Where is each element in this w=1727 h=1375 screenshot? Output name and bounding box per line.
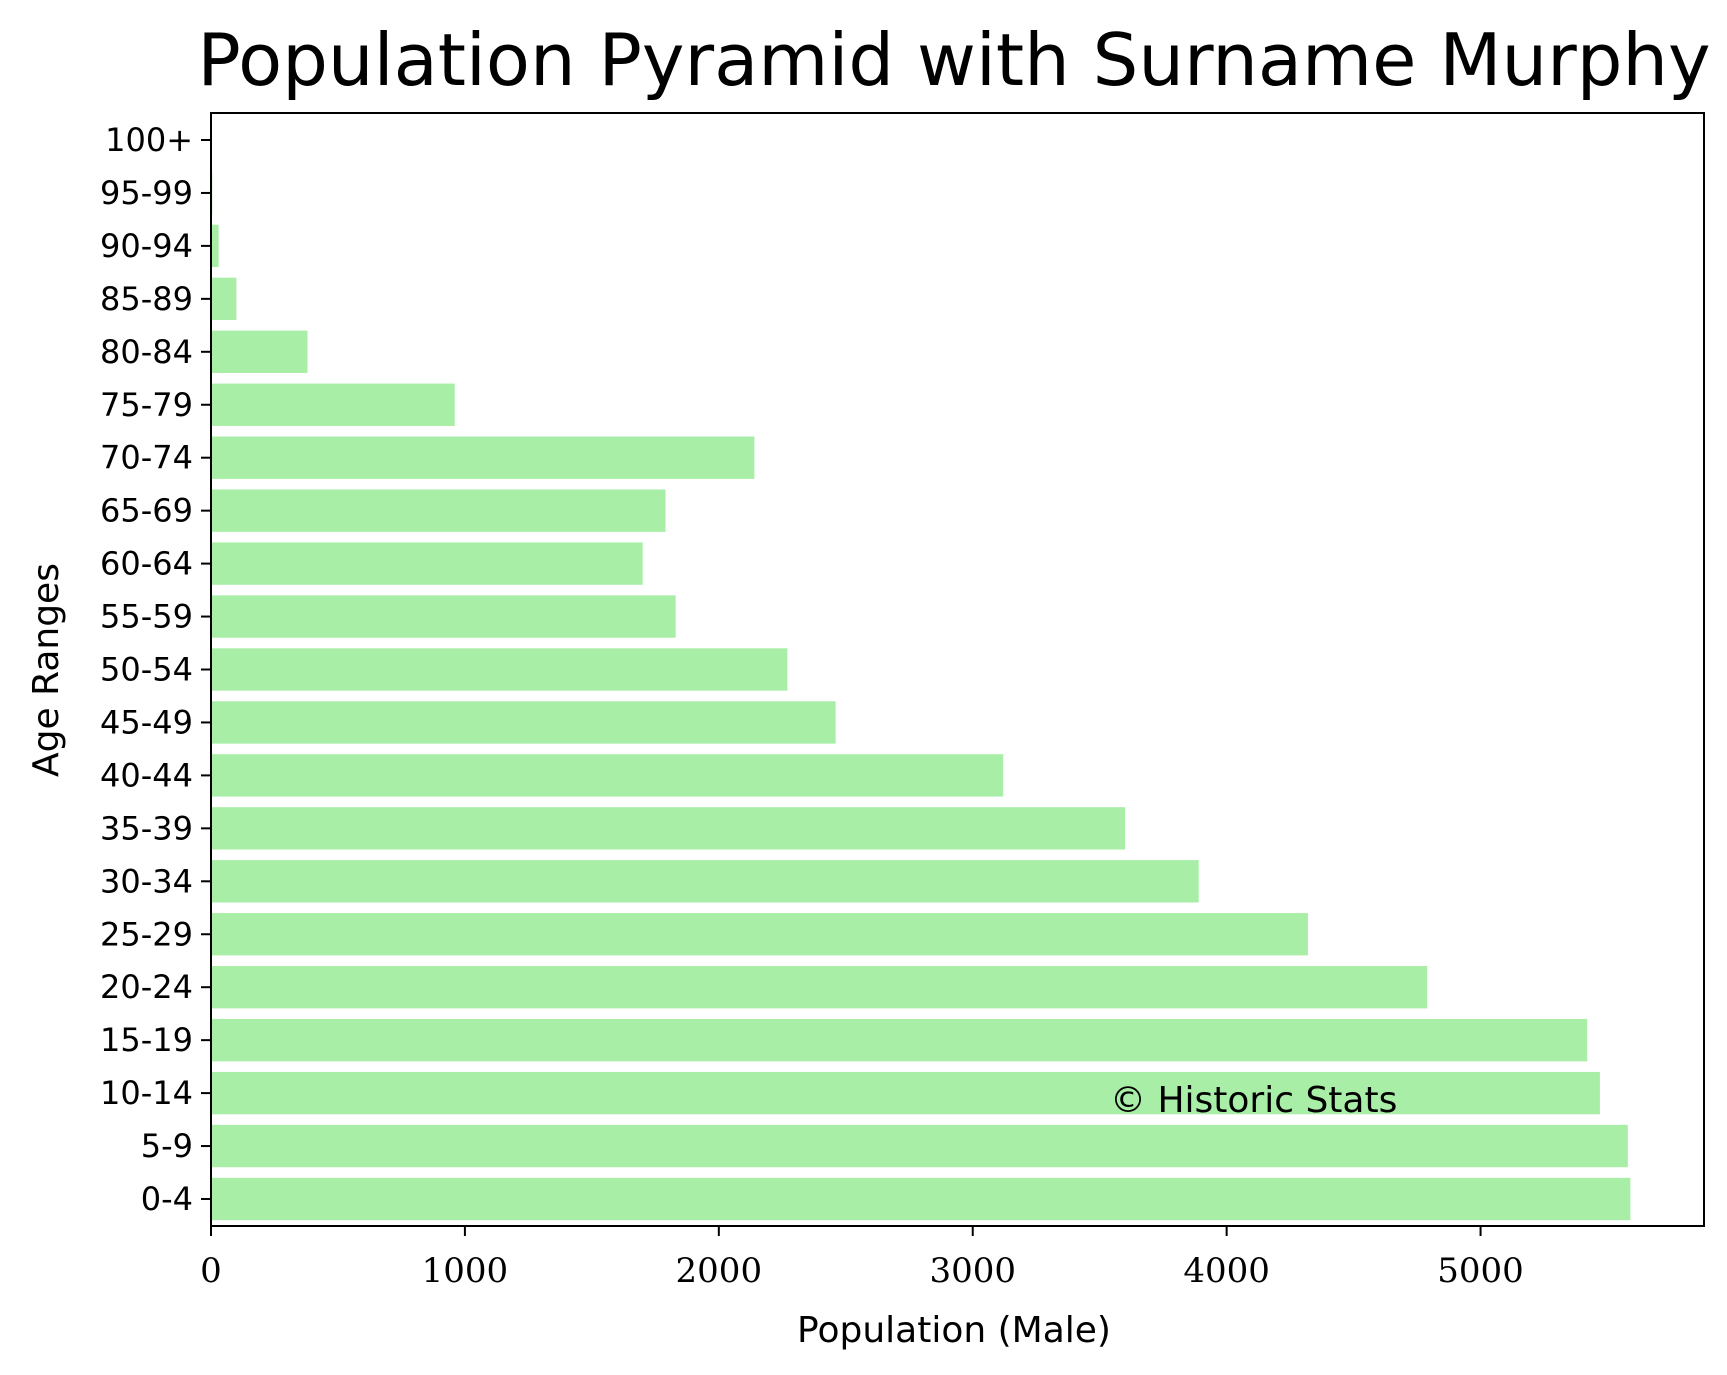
x-tick-label: 0 — [200, 1251, 222, 1291]
bar-80-84 — [211, 330, 308, 373]
x-tick-label: 4000 — [1183, 1251, 1270, 1291]
bar-5-9 — [211, 1124, 1628, 1168]
bar-40-44 — [211, 754, 1004, 797]
y-tick-label: 35-39 — [100, 809, 193, 847]
y-tick-label: 95-99 — [100, 174, 193, 212]
x-tick-label: 2000 — [676, 1251, 763, 1291]
bar-45-49 — [211, 701, 836, 744]
y-tick-label: 10-14 — [100, 1074, 193, 1112]
y-tick-label: 45-49 — [100, 703, 193, 741]
y-tick-label: 30-34 — [100, 862, 193, 900]
y-axis-ticks: 0-4 5-9 10-14 15-19 20-24 25-29 30-34 35-39 40-4… — [100, 121, 211, 1218]
x-axis-label: Population (Male) — [797, 1310, 1111, 1351]
y-tick-label: 60-64 — [100, 545, 193, 583]
x-tick-label: 5000 — [1437, 1251, 1524, 1291]
plot-frame — [210, 112, 1705, 1227]
y-tick-label: 25-29 — [100, 915, 193, 953]
bars-group — [211, 171, 1631, 1221]
bar-90-94 — [211, 224, 219, 268]
y-tick-label: 90-94 — [100, 227, 193, 265]
y-tick-label: 80-84 — [100, 333, 193, 371]
bar-25-29 — [211, 913, 1308, 956]
bar-85-89 — [211, 277, 237, 321]
y-tick-label: 65-69 — [100, 492, 193, 530]
bar-55-59 — [211, 595, 676, 638]
bar-50-54 — [211, 648, 788, 691]
y-tick-label: 15-19 — [100, 1021, 193, 1059]
bar-75-79 — [211, 383, 455, 426]
y-tick-label: 50-54 — [100, 651, 193, 689]
y-tick-label: 100+ — [105, 121, 193, 159]
x-tick-label: 3000 — [929, 1251, 1016, 1291]
y-tick-label: 0-4 — [141, 1180, 193, 1218]
y-axis-label: Age Ranges — [26, 563, 67, 777]
y-tick-label: 85-89 — [100, 280, 193, 318]
bar-20-24 — [211, 966, 1428, 1009]
y-tick-label: 70-74 — [100, 439, 193, 477]
watermark-text: © Historic Stats — [1110, 1080, 1397, 1121]
bar-35-39 — [211, 807, 1126, 850]
y-tick-label: 20-24 — [100, 968, 193, 1006]
bar-10-14 — [211, 1071, 1600, 1115]
y-tick-label: 40-44 — [100, 756, 193, 794]
bar-15-19 — [211, 1018, 1588, 1062]
y-tick-label: 75-79 — [100, 386, 193, 424]
x-axis-ticks: 0 1000 2000 3000 4000 5000 — [200, 1226, 1524, 1291]
bar-70-74 — [211, 436, 755, 479]
chart-title: Population Pyramid with Surname Murphy — [197, 18, 1710, 102]
bar-60-64 — [211, 542, 643, 585]
x-tick-label: 1000 — [422, 1251, 509, 1291]
y-tick-label: 5-9 — [141, 1127, 193, 1165]
bar-0-4 — [211, 1177, 1631, 1221]
y-tick-label: 55-59 — [100, 598, 193, 636]
bar-30-34 — [211, 860, 1199, 903]
bar-65-69 — [211, 489, 666, 532]
